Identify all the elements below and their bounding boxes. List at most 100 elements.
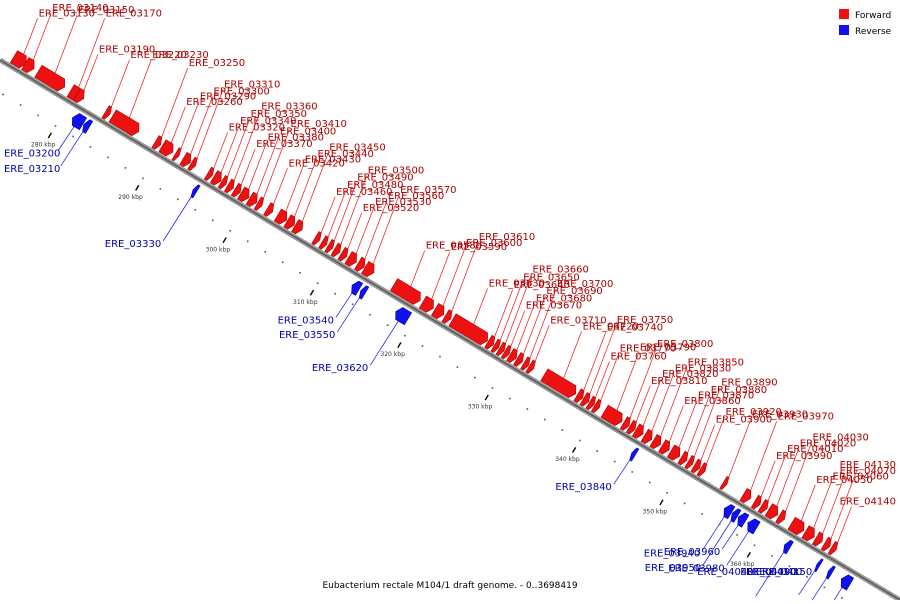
gene-arrow[interactable] [811, 531, 824, 547]
gene-arrow[interactable] [253, 196, 265, 211]
gene-arrow[interactable] [448, 313, 488, 346]
gene-arrow[interactable] [151, 135, 163, 150]
gene-arrow[interactable] [764, 503, 779, 520]
gene-arrow[interactable] [330, 242, 342, 258]
gene-arrow[interactable] [625, 419, 637, 435]
gene-arrow[interactable] [739, 487, 752, 504]
gene-arrow[interactable] [677, 450, 689, 466]
gene-arrow[interactable] [775, 509, 787, 525]
gene-arrow[interactable] [318, 235, 329, 250]
gene-arrow[interactable] [72, 87, 85, 104]
gene-arrow[interactable] [590, 398, 602, 414]
gene-arrow[interactable] [230, 182, 242, 198]
gene-arrow[interactable] [245, 191, 258, 207]
gene-arrow[interactable] [187, 156, 198, 171]
gene-arrow[interactable] [640, 428, 653, 444]
gene-arrow[interactable] [737, 512, 750, 528]
gene-leader-line [302, 152, 329, 222]
gene-arrow[interactable] [21, 57, 35, 74]
gene-arrow[interactable] [179, 151, 192, 168]
gene-arrow[interactable] [273, 208, 288, 225]
gene-arrow[interactable] [631, 423, 644, 439]
gene-arrow[interactable] [787, 516, 805, 535]
gene-arrow[interactable] [34, 64, 66, 92]
gene-arrow[interactable] [158, 139, 174, 157]
gene-arrow[interactable] [500, 344, 512, 360]
gene-arrow[interactable] [520, 356, 531, 371]
gene-arrow[interactable] [203, 166, 215, 181]
gene-arrow[interactable] [344, 251, 357, 267]
gene-arrow[interactable] [696, 462, 708, 477]
gene-arrow[interactable] [649, 433, 662, 450]
gene-leader-line [335, 293, 353, 318]
gene-arrow[interactable] [719, 475, 730, 490]
gene-leader-line [693, 387, 721, 457]
gene-arrow[interactable] [757, 498, 769, 514]
gene-arrow[interactable] [658, 439, 671, 455]
gene-arrow[interactable] [418, 295, 434, 313]
axis-tick-label: 320 kbp [380, 351, 405, 358]
gene-arrow[interactable] [358, 285, 370, 300]
gene-arrow[interactable] [506, 348, 518, 363]
gene-arrow[interactable] [573, 388, 585, 403]
gene-arrow[interactable] [783, 539, 794, 555]
gene-arrow[interactable] [9, 50, 27, 69]
gene-arrow[interactable] [801, 525, 815, 542]
gene-arrow[interactable] [747, 518, 761, 535]
axis-minor-tick [491, 387, 494, 389]
gene-arrow[interactable] [324, 238, 335, 254]
gene-label: ERE_03760 [611, 352, 667, 363]
gene-arrow[interactable] [351, 280, 364, 296]
gene-label: ERE_03170 [106, 8, 162, 19]
gene-arrow[interactable] [484, 334, 496, 350]
gene-arrow[interactable] [389, 278, 421, 305]
gene-arrow[interactable] [263, 202, 275, 217]
gene-label: ERE_03790 [640, 342, 696, 353]
gene-arrow[interactable] [750, 494, 762, 510]
gene-arrow[interactable] [814, 558, 824, 573]
gene-arrow[interactable] [666, 444, 681, 461]
gene-arrow[interactable] [840, 574, 855, 591]
gene-arrow[interactable] [217, 174, 229, 190]
gene-arrow[interactable] [354, 256, 366, 272]
gene-arrow[interactable] [825, 565, 836, 580]
gene-arrow[interactable] [540, 368, 577, 399]
gene-arrow[interactable] [723, 504, 736, 520]
gene-arrow[interactable] [441, 309, 453, 324]
gene-arrow[interactable] [690, 458, 702, 474]
gene-arrow[interactable] [513, 352, 525, 367]
gene-label: ERE_04090 [740, 567, 796, 578]
gene-arrow[interactable] [223, 178, 235, 194]
gene-arrow[interactable] [579, 392, 591, 407]
gene-arrow[interactable] [629, 447, 640, 462]
gene-arrow[interactable] [311, 231, 322, 246]
gene-arrow[interactable] [619, 416, 631, 431]
gene-arrow[interactable] [730, 508, 742, 523]
gene-arrow[interactable] [600, 404, 623, 426]
gene-leader-line [510, 310, 526, 347]
gene-arrow[interactable] [171, 147, 182, 162]
gene-arrow[interactable] [337, 246, 349, 262]
gene-arrow[interactable] [495, 341, 507, 356]
gene-arrow[interactable] [430, 302, 445, 319]
gene-arrow[interactable] [585, 395, 597, 410]
gene-arrow[interactable] [71, 113, 88, 131]
gene-arrow[interactable] [82, 119, 94, 134]
gene-arrow[interactable] [827, 540, 839, 556]
axis-minor-tick [596, 450, 599, 452]
gene-arrow[interactable] [525, 359, 536, 374]
gene-arrow[interactable] [209, 170, 222, 186]
gene-arrow[interactable] [108, 109, 140, 136]
gene-arrow[interactable] [283, 214, 296, 230]
gene-arrow[interactable] [237, 186, 250, 202]
gene-arrow[interactable] [291, 219, 304, 235]
gene-arrow[interactable] [820, 536, 832, 552]
gene-arrow[interactable] [190, 184, 201, 199]
gene-arrow[interactable] [101, 105, 112, 120]
gene-arrow[interactable] [361, 260, 375, 277]
gene-label: ERE_03620 [312, 363, 368, 374]
gene-arrow[interactable] [490, 338, 501, 353]
gene-arrow[interactable] [395, 307, 413, 326]
axis-minor-tick [631, 471, 633, 473]
gene-arrow[interactable] [684, 454, 695, 470]
